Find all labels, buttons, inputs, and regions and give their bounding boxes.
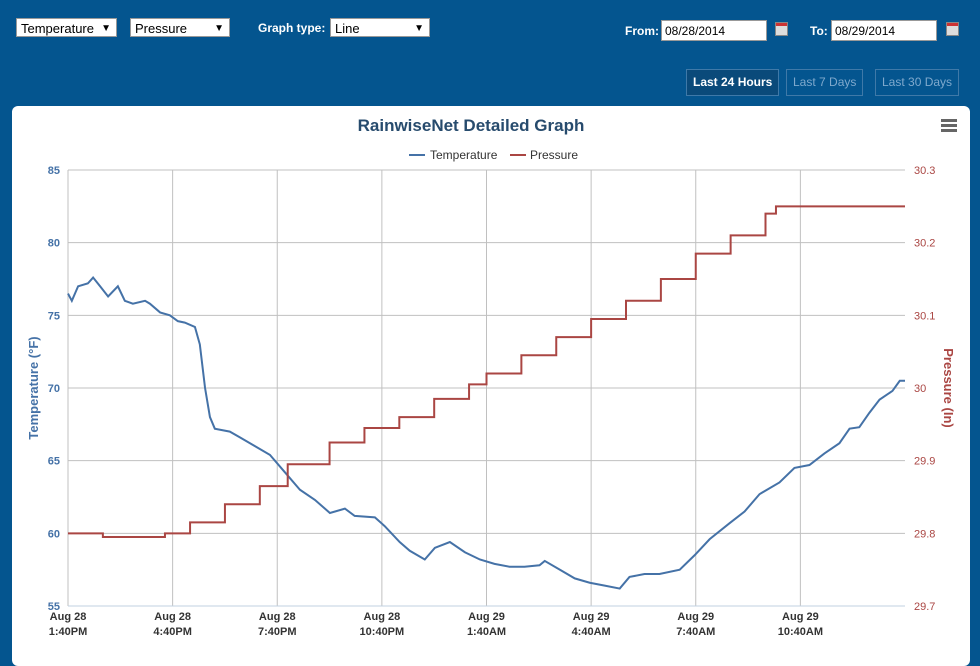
y-tick-label: 85	[48, 165, 60, 177]
y2-tick-label: 30.3	[914, 165, 935, 177]
x-tick-label: 7:40AM	[676, 626, 715, 638]
legend-pressure[interactable]: Pressure	[510, 148, 578, 162]
y-tick-label: 65	[48, 456, 60, 468]
y-tick-label: 75	[48, 310, 60, 322]
calendar-icon[interactable]	[775, 22, 788, 36]
y2-tick-label: 30.1	[914, 310, 935, 322]
to-date-input[interactable]: 08/29/2014	[831, 20, 937, 41]
y2-tick-label: 29.8	[914, 528, 935, 540]
chart-title: RainwiseNet Detailed Graph	[358, 116, 585, 135]
series1-value: Temperature	[21, 21, 94, 36]
series2-value: Pressure	[135, 21, 188, 36]
y2-tick-label: 29.7	[914, 601, 935, 613]
y2-tick-label: 30.2	[914, 238, 935, 250]
menu-icon[interactable]	[941, 119, 957, 132]
legend-label: Temperature	[430, 148, 498, 162]
to-label: To:	[810, 24, 828, 38]
x-tick-label: Aug 28	[364, 611, 401, 623]
y2-axis-title: Pressure (In)	[941, 348, 956, 427]
x-tick-label: Aug 29	[573, 611, 610, 623]
dropdown-arrow-icon: ▼	[214, 23, 224, 34]
x-tick-label: Aug 29	[677, 611, 714, 623]
from-label: From:	[625, 24, 659, 38]
x-tick-label: Aug 28	[259, 611, 296, 623]
x-tick-label: Aug 29	[468, 611, 505, 623]
y-axis-title: Temperature (°F)	[26, 336, 41, 439]
y2-tick-label: 30	[914, 383, 926, 395]
y-tick-label: 80	[48, 238, 60, 250]
series2-select[interactable]: Pressure ▼	[130, 18, 230, 37]
x-tick-label: Aug 28	[50, 611, 87, 623]
x-tick-label: 4:40PM	[153, 626, 192, 638]
series-line-pressure	[68, 205, 905, 538]
x-tick-label: 10:40PM	[360, 626, 405, 638]
x-tick-label: 4:40AM	[572, 626, 611, 638]
y-tick-label: 55	[48, 601, 60, 613]
x-tick-label: Aug 28	[154, 611, 191, 623]
dropdown-arrow-icon: ▼	[414, 23, 424, 34]
graph-type-select[interactable]: Line ▼	[330, 18, 430, 37]
x-tick-label: Aug 29	[782, 611, 819, 623]
graph-type-value: Line	[335, 21, 360, 36]
last-24-hours-button[interactable]: Last 24 Hours	[686, 69, 780, 96]
x-tick-label: 1:40PM	[49, 626, 88, 638]
series-line-temperature	[67, 276, 905, 590]
calendar-icon[interactable]	[946, 22, 959, 36]
x-tick-label: 10:40AM	[778, 626, 823, 638]
y-tick-label: 70	[48, 383, 60, 395]
series1-select[interactable]: Temperature ▼	[16, 18, 117, 37]
y2-tick-label: 29.9	[914, 456, 935, 468]
x-tick-label: 1:40AM	[467, 626, 506, 638]
legend-temperature[interactable]: Temperature	[409, 148, 498, 162]
from-date-input[interactable]: 08/28/2014	[661, 20, 767, 41]
y-tick-label: 60	[48, 528, 60, 540]
graph-type-label: Graph type:	[258, 21, 326, 35]
x-tick-label: 7:40PM	[258, 626, 297, 638]
last-7-days-button[interactable]: Last 7 Days	[786, 69, 864, 96]
legend-label: Pressure	[530, 148, 578, 162]
chart-card	[12, 106, 970, 666]
chart: RainwiseNet Detailed Graph Temperature P…	[26, 116, 957, 638]
last-30-days-button[interactable]: Last 30 Days	[875, 69, 960, 96]
dropdown-arrow-icon: ▼	[101, 23, 111, 34]
